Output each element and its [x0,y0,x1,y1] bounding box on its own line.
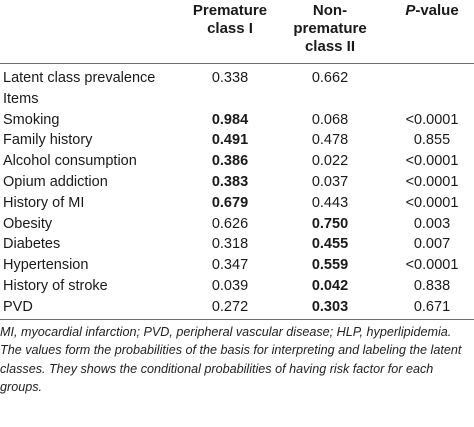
row-label: Alcohol consumption [3,153,137,170]
cell-class-ii: 0.443 [311,194,349,211]
row-label: Opium addiction [3,174,108,190]
row-label: Latent class prevalence [3,70,156,86]
header-p-rest: -value [415,2,459,19]
table-row: Latent class prevalence 0.338 0.662 [0,68,474,89]
cell-p-value: <0.0001 [405,194,459,211]
cell-p-value: 0.007 [413,236,451,253]
cell-class-ii: 0.750 [311,215,349,232]
cell-class-i: 0.338 [211,70,249,86]
cell-class-ii: 0.037 [311,174,349,190]
header-line: Non- [312,2,348,19]
cell-p-value: 0.838 [413,278,451,294]
header-line: class I [207,20,253,37]
row-label: History of MI [3,194,85,211]
table-row: History of stroke 0.039 0.042 0.838 [0,276,474,297]
row-label: PVD [3,298,33,315]
cell-class-i: 0.386 [211,153,249,170]
cell-class-ii: 0.455 [311,236,349,253]
cell-p-value: <0.0001 [405,174,459,190]
row-label: Family history [3,132,93,149]
cell-class-ii: 0.303 [311,298,349,315]
row-label: Obesity [3,215,53,232]
table-row: Alcohol consumption 0.386 0.022 <0.0001 [0,151,474,172]
header-premature-class: Premature class I [182,2,278,38]
row-label: Diabetes [3,236,61,253]
cell-class-i: 0.347 [211,257,249,274]
table-row: Family history 0.491 0.478 0.855 [0,130,474,151]
cell-class-ii: 0.559 [311,257,349,274]
header-rule [0,63,474,64]
footer-rule [0,318,474,320]
table-row: Diabetes 0.318 0.455 0.007 [0,234,474,255]
cell-class-ii: 0.478 [311,132,349,149]
table-row: Smoking 0.984 0.068 <0.0001 [0,110,474,131]
cell-class-i: 0.383 [211,174,249,190]
row-label: Smoking [3,111,60,128]
cell-p-value: 0.855 [413,132,451,149]
cell-class-i: 0.272 [211,298,249,315]
row-label: Hypertension [3,257,89,274]
cell-p-value: 0.003 [413,215,451,232]
cell-class-ii: 0.042 [311,278,349,294]
table-row: History of MI 0.679 0.443 <0.0001 [0,193,474,214]
cell-p-value: <0.0001 [405,153,459,170]
table-row: Hypertension 0.347 0.559 <0.0001 [0,255,474,276]
cell-p-value: 0.671 [413,298,451,315]
cell-class-i: 0.626 [211,215,249,232]
cell-class-ii: 0.022 [311,153,349,170]
cell-p-value: <0.0001 [405,257,459,274]
cell-class-ii: 0.068 [311,111,349,128]
row-label: History of stroke [3,278,108,294]
cell-class-ii: 0.662 [311,70,349,86]
header-p-italic: P [405,2,416,19]
header-line: Premature [192,2,268,19]
table-row: Items [0,89,474,110]
table-row: PVD 0.272 0.303 0.671 [0,297,474,318]
cell-class-i: 0.984 [211,111,249,128]
cell-class-i: 0.679 [211,194,249,211]
cell-class-i: 0.318 [211,236,249,253]
table-row: Obesity 0.626 0.750 0.003 [0,214,474,235]
cell-class-i: 0.491 [211,132,249,149]
table-row: Opium addiction 0.383 0.037 <0.0001 [0,172,474,193]
row-label: Items [3,90,39,107]
cell-p-value: <0.0001 [405,111,459,128]
footnote: MI, myocardial infarction; PVD, peripher… [0,324,462,395]
header-line: premature [293,20,367,37]
cell-class-i: 0.039 [211,278,249,294]
header-non-premature-class: Non- premature class II [282,2,378,56]
header-line: class II [304,38,356,55]
header-p-value: P-value [390,2,474,20]
